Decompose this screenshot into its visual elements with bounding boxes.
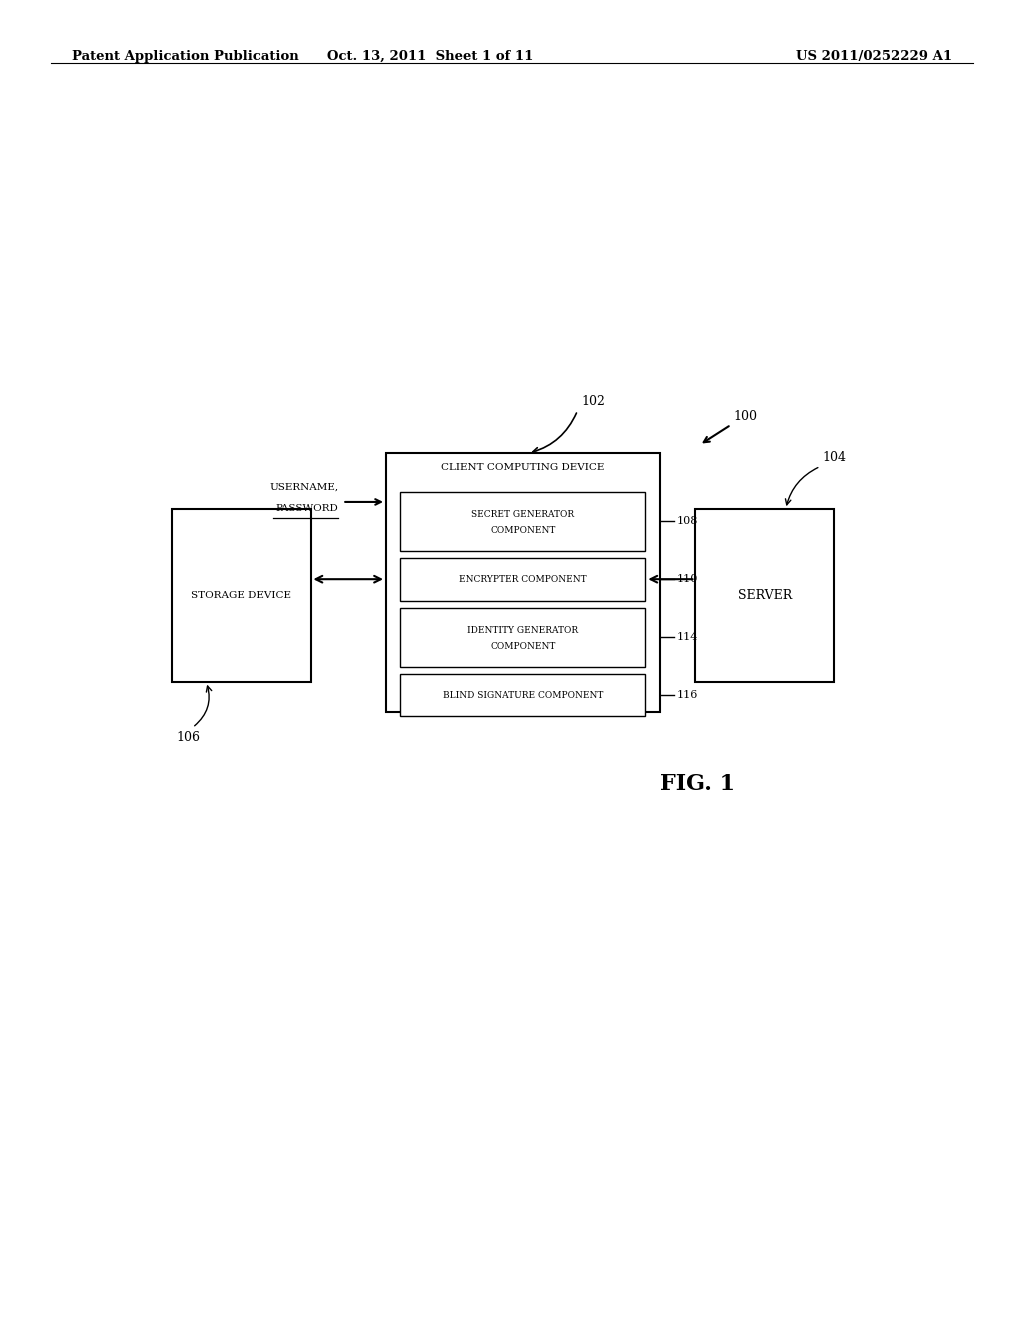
Text: 102: 102	[582, 396, 605, 408]
Text: STORAGE DEVICE: STORAGE DEVICE	[191, 591, 291, 601]
Text: 104: 104	[823, 451, 847, 465]
Text: 106: 106	[176, 731, 201, 743]
Text: 108: 108	[677, 516, 697, 527]
Text: SERVER: SERVER	[737, 589, 792, 602]
Text: Oct. 13, 2011  Sheet 1 of 11: Oct. 13, 2011 Sheet 1 of 11	[327, 50, 534, 63]
Text: Patent Application Publication: Patent Application Publication	[72, 50, 298, 63]
Text: IDENTITY GENERATOR: IDENTITY GENERATOR	[467, 626, 579, 635]
Text: 116: 116	[677, 690, 697, 700]
Bar	[400, 607, 645, 667]
Text: COMPONENT: COMPONENT	[490, 525, 555, 535]
Bar	[172, 510, 310, 682]
Text: BLIND SIGNATURE COMPONENT: BLIND SIGNATURE COMPONENT	[442, 690, 603, 700]
Bar	[400, 558, 645, 601]
Text: US 2011/0252229 A1: US 2011/0252229 A1	[797, 50, 952, 63]
Bar	[695, 510, 835, 682]
Text: FIG. 1: FIG. 1	[659, 774, 735, 796]
Text: 110: 110	[677, 574, 697, 585]
Text: CLIENT COMPUTING DEVICE: CLIENT COMPUTING DEVICE	[441, 463, 604, 473]
Text: ENCRYPTER COMPONENT: ENCRYPTER COMPONENT	[459, 574, 587, 583]
Text: 100: 100	[733, 409, 758, 422]
Text: PASSWORD: PASSWORD	[275, 504, 338, 513]
Text: USERNAME,: USERNAME,	[269, 483, 338, 492]
Text: 114: 114	[677, 632, 697, 642]
Text: COMPONENT: COMPONENT	[490, 642, 555, 651]
Bar	[400, 673, 645, 717]
Text: SECRET GENERATOR: SECRET GENERATOR	[471, 510, 574, 519]
Bar	[386, 453, 659, 713]
Bar	[400, 492, 645, 550]
